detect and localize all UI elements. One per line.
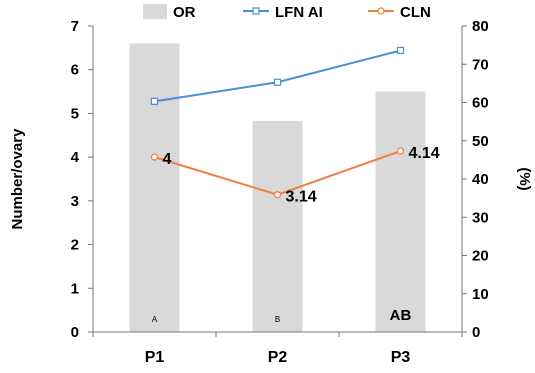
y2-tick-label: 70: [472, 56, 489, 73]
line-lfn-ai: [154, 49, 401, 103]
y2-tick-label: 80: [472, 18, 489, 35]
y2-tick-label: 20: [472, 248, 489, 265]
legend-swatch-or: [143, 4, 167, 19]
bars-layer: [129, 43, 426, 332]
legend: OR LFN AI CLN: [143, 4, 431, 21]
bar-label-or-p1: A: [152, 315, 158, 324]
y-tick-label: 4: [71, 149, 80, 166]
point-cln-p3: [396, 147, 405, 155]
y-axis-title: Number/ovary: [9, 128, 26, 230]
labels-layer: 43.144.14A B AB: [152, 145, 440, 324]
point-cln-p1: [150, 153, 159, 161]
bar-label-or-p3: AB: [390, 307, 412, 324]
legend-label-cln: CLN: [400, 4, 431, 21]
y2-axis-title: (%): [516, 167, 533, 190]
point-cln-p2: [273, 191, 282, 199]
y2-tick-label: 10: [472, 286, 489, 303]
legend-label-lfn-ai: LFN AI: [275, 4, 323, 21]
legend-marker-cln: [377, 7, 385, 15]
y-tick-label: 3: [71, 193, 79, 210]
bar-or-p3: [375, 91, 426, 332]
point-lfn-ai-p3: [396, 46, 405, 55]
x-tick-label: P2: [268, 349, 288, 366]
legend-label-or: OR: [173, 4, 196, 21]
bar-or-p1: [129, 43, 180, 332]
y2-tick-label: 30: [472, 209, 489, 226]
y2-tick-label: 60: [472, 95, 489, 112]
point-lfn-ai-p1: [150, 97, 159, 105]
y-tick-label: 6: [71, 62, 79, 79]
data-label-cln-p3: 4.14: [409, 145, 440, 162]
point-lfn-ai-p2: [273, 78, 282, 86]
y-tick-label: 2: [71, 237, 79, 254]
y-tick-label: 1: [71, 280, 79, 297]
legend-marker-lfn-ai: [252, 7, 260, 15]
data-label-cln-p2: 3.14: [286, 189, 317, 206]
y2-tick-label: 40: [472, 171, 489, 188]
y-tick-label: 0: [71, 324, 79, 341]
bar-label-or-p2: B: [275, 315, 280, 324]
y2-tick-label: 50: [472, 133, 489, 150]
y-tick-label: 7: [71, 18, 79, 35]
data-label-cln-p1: 4: [163, 151, 172, 168]
y-tick-label: 5: [71, 105, 79, 122]
y2-tick-label: 0: [472, 324, 480, 341]
bar-or-p2: [252, 120, 303, 332]
x-tick-label: P1: [145, 349, 165, 366]
lines-layer: [150, 46, 405, 199]
x-tick-label: P3: [391, 349, 411, 366]
